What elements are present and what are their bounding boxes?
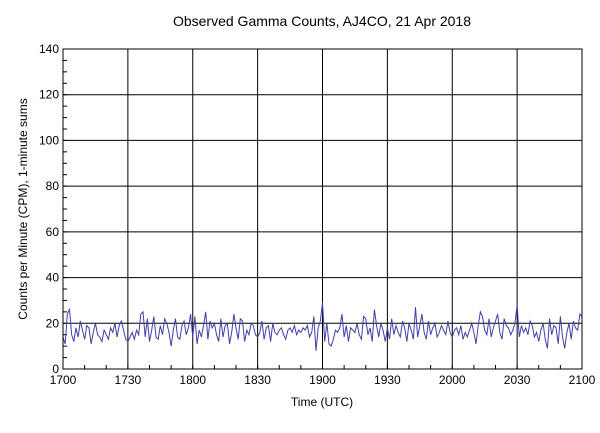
- x-tick-label: 2100: [569, 373, 596, 387]
- x-tick-label: 2030: [504, 373, 531, 387]
- y-tick-label: 40: [46, 271, 60, 285]
- x-tick-label: 1700: [50, 373, 77, 387]
- y-tick-label: 80: [46, 179, 60, 193]
- series: [62, 302, 583, 351]
- plot-frame: [62, 48, 583, 370]
- y-tick-label: 0: [52, 362, 59, 376]
- y-tick-label: 120: [39, 88, 59, 102]
- chart-title: Observed Gamma Counts, AJ4CO, 21 Apr 201…: [173, 13, 471, 29]
- x-tick-label: 1800: [179, 373, 206, 387]
- y-axis-label: Counts per Minute (CPM), 1-minute sums: [16, 98, 30, 319]
- y-tick-label: 100: [39, 133, 59, 147]
- x-tick-label: 1930: [374, 373, 401, 387]
- grid: [62, 48, 583, 370]
- y-tick-label: 140: [39, 42, 59, 56]
- series-line-cpm: [62, 302, 583, 351]
- x-tick-label: 2000: [439, 373, 466, 387]
- x-tick-label: 1730: [115, 373, 142, 387]
- y-tick-label: 60: [46, 225, 60, 239]
- x-axis-label: Time (UTC): [291, 395, 353, 409]
- x-tick-label: 1830: [244, 373, 271, 387]
- tick-labels: 0 20 40 60 80 100 120 140 1700 1730 1800 1830 1900 19…: [39, 42, 596, 387]
- x-tick-label: 1900: [309, 373, 336, 387]
- y-tick-label: 20: [46, 316, 60, 330]
